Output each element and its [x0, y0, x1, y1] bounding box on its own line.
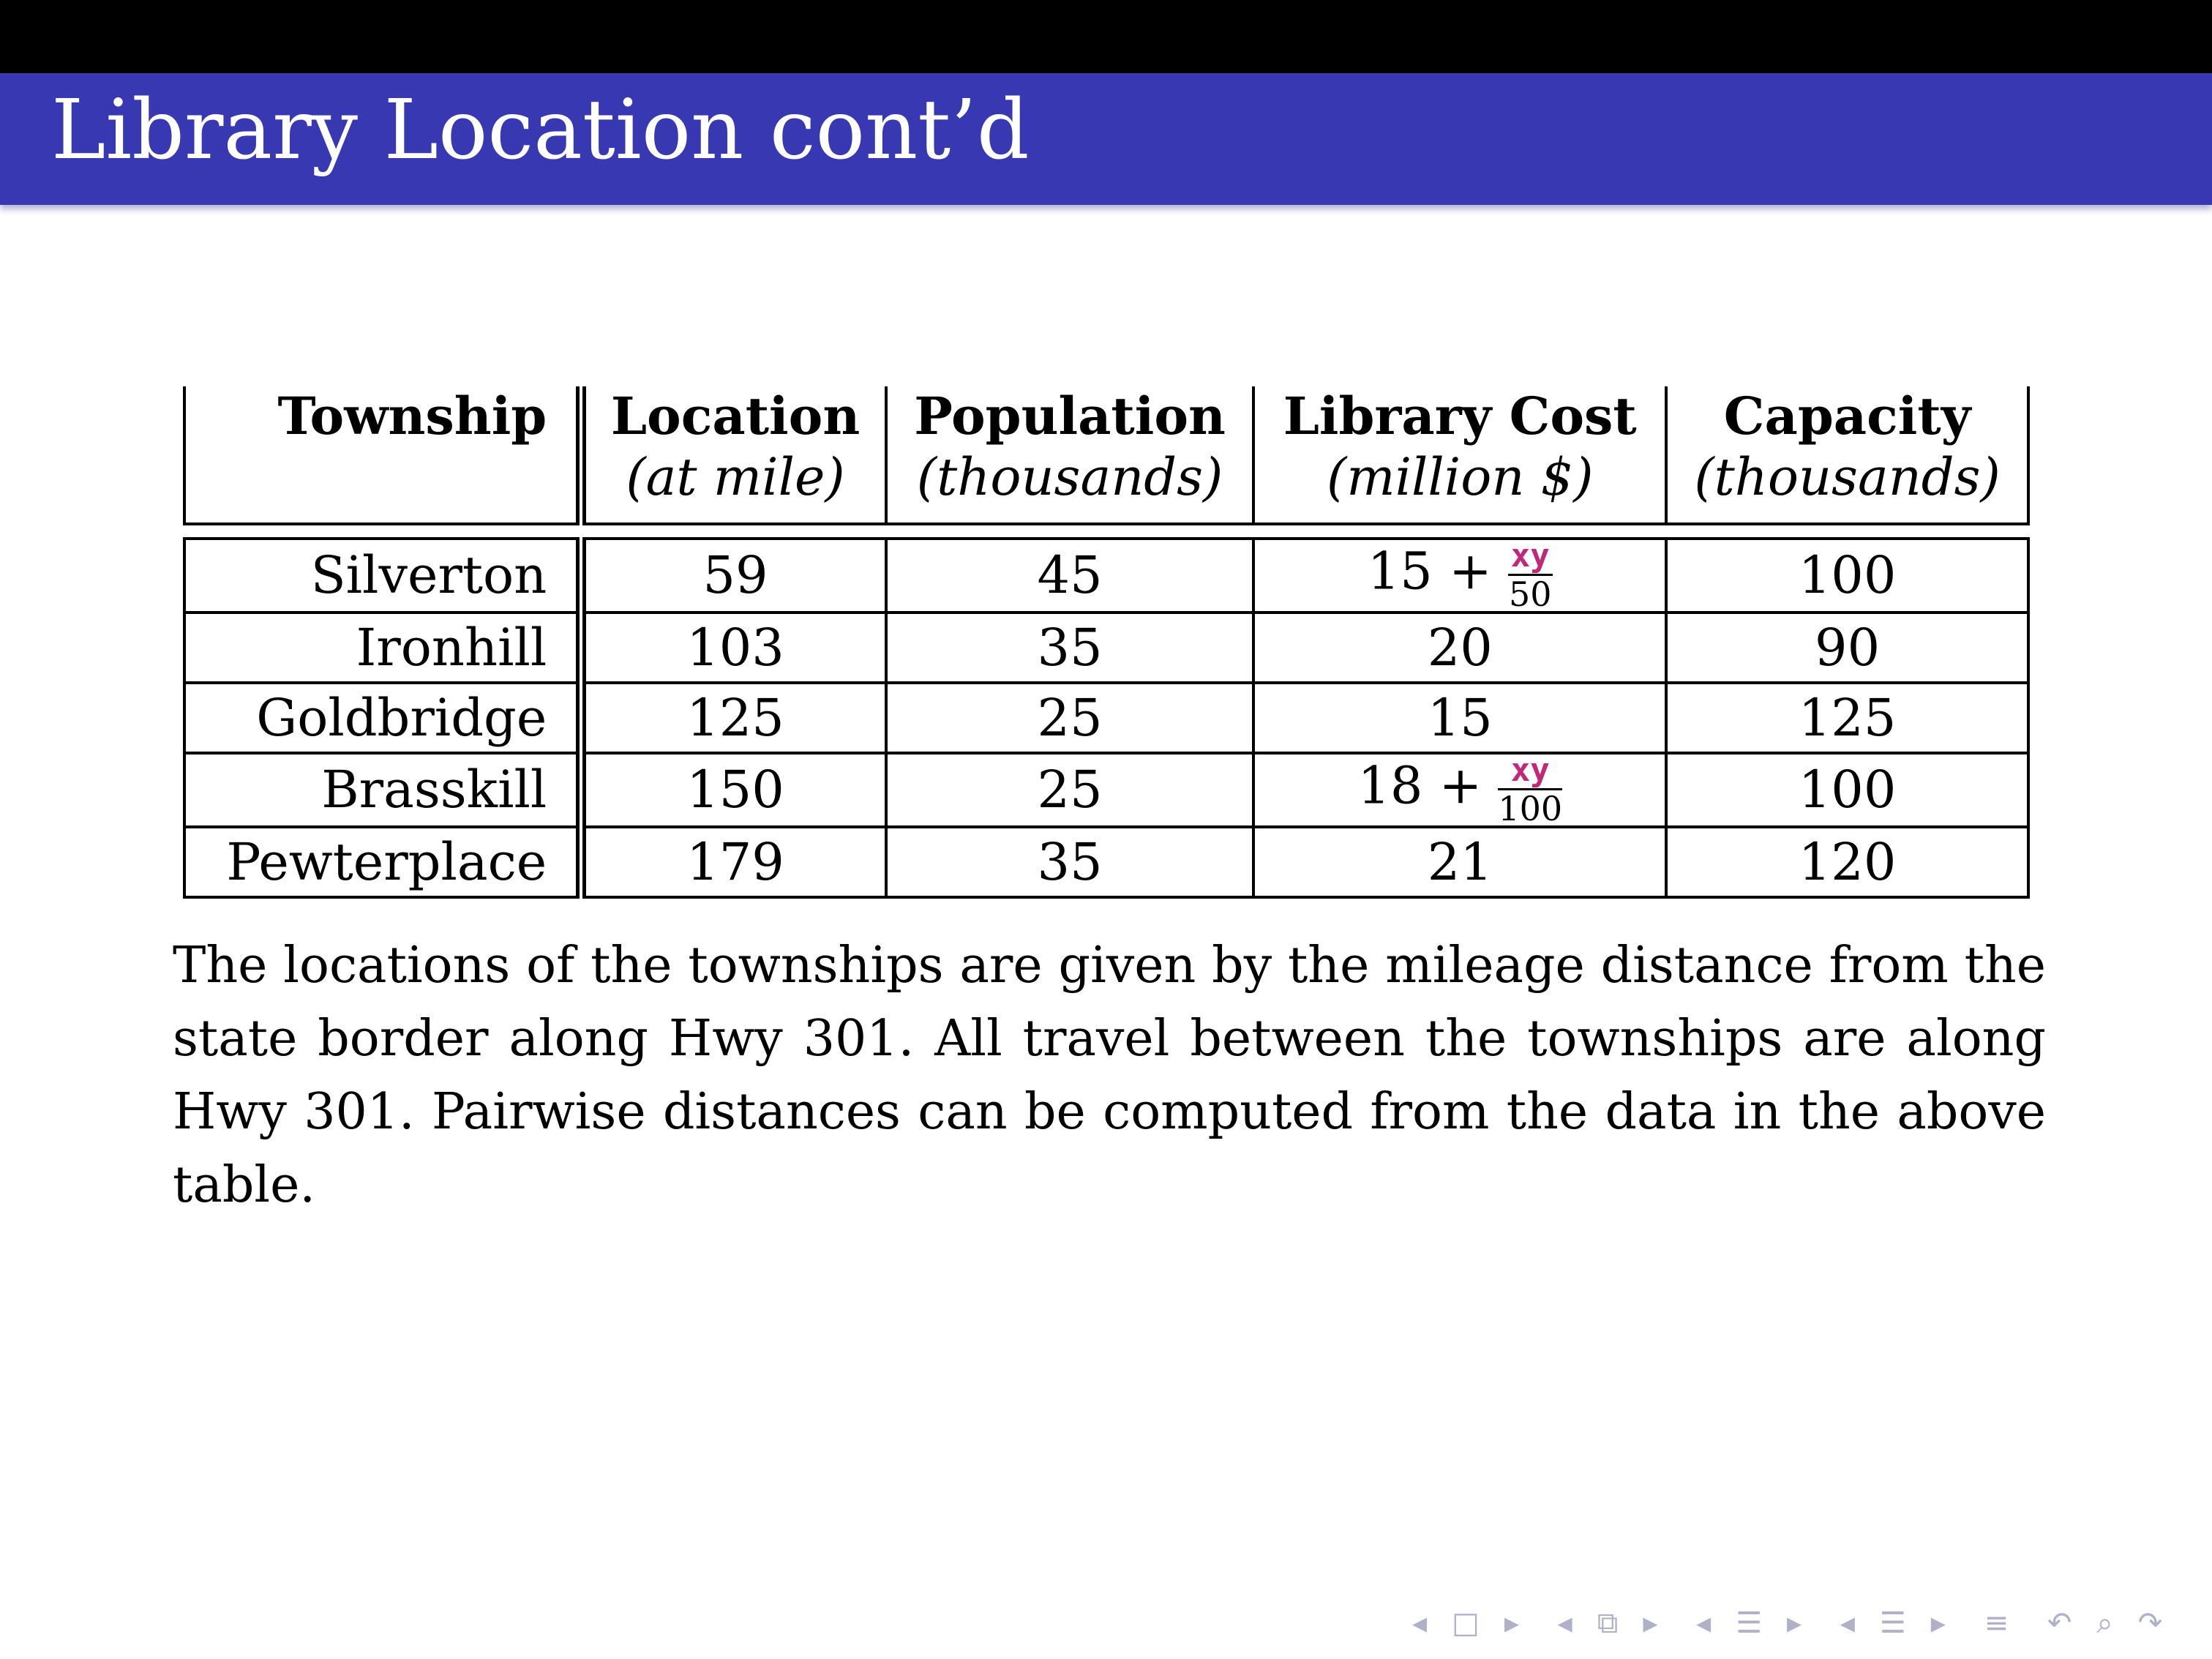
- header-cost-label: Library Cost: [1283, 386, 1637, 446]
- cost-fraction: xy 100: [1498, 754, 1563, 828]
- cost-fraction: xy 50: [1507, 540, 1553, 614]
- header-capacity-unit: (thousands): [1694, 446, 2001, 507]
- table-header-row: Township Location (at mile) Population (…: [182, 386, 2030, 525]
- township-table: Township Location (at mile) Population (…: [182, 386, 2030, 899]
- header-gap: [184, 524, 2028, 539]
- cell-cost: 18 + xy 100: [1252, 752, 1668, 828]
- nav-section-icon[interactable]: ☰: [1736, 1606, 1767, 1640]
- fraction-numerator: xy: [1498, 754, 1563, 790]
- nav-search-icon[interactable]: ⌕: [2096, 1606, 2118, 1640]
- table-row: Silverton 59 45 15 + xy 50 100: [182, 537, 2030, 614]
- nav-next-section-icon[interactable]: ▸: [1787, 1606, 1807, 1640]
- cell-population: 25: [884, 752, 1256, 828]
- slide-title: Library Location cont’d: [51, 83, 1030, 178]
- cell-township: Ironhill: [182, 611, 587, 684]
- nav-next-frame-icon[interactable]: ▸: [1504, 1606, 1523, 1640]
- cell-capacity: 90: [1665, 611, 2030, 684]
- nav-prev-section-icon[interactable]: ◂: [1696, 1606, 1716, 1640]
- nav-forward-icon[interactable]: ↷: [2137, 1606, 2167, 1640]
- header-capacity: Capacity (thousands): [1666, 386, 2030, 525]
- header-cost-unit: (million $): [1326, 446, 1594, 507]
- description-paragraph: The locations of the townships are given…: [173, 937, 2046, 1214]
- header-capacity-label: Capacity: [1723, 386, 1971, 446]
- cell-population: 35: [884, 611, 1256, 684]
- nav-slide-icon[interactable]: ⧉: [1597, 1606, 1623, 1640]
- nav-toc-icon[interactable]: ≡: [1984, 1606, 2014, 1640]
- header-population-label: Population: [914, 386, 1226, 446]
- cell-township: Pewterplace: [182, 825, 587, 899]
- cell-township: Silverton: [182, 537, 587, 614]
- nav-frame-icon[interactable]: □: [1452, 1606, 1484, 1640]
- title-bar: [0, 73, 2212, 205]
- nav-prev-slide-icon[interactable]: ◂: [1557, 1606, 1577, 1640]
- nav-prev-subsection-icon[interactable]: ◂: [1840, 1606, 1859, 1640]
- cell-capacity: 100: [1665, 537, 2030, 614]
- cell-location: 103: [580, 611, 888, 684]
- table-row: Pewterplace 179 35 21 120: [182, 825, 2030, 899]
- fraction-numerator: xy: [1507, 540, 1553, 576]
- cost-base: 18 +: [1357, 755, 1482, 816]
- fraction-denominator: 100: [1498, 789, 1563, 828]
- header-township: Township: [182, 386, 587, 525]
- header-location-label: Location: [610, 386, 861, 446]
- header-population: Population (thousands): [885, 386, 1256, 525]
- nav-prev-frame-icon[interactable]: ◂: [1412, 1606, 1432, 1640]
- table-row: Goldbridge 125 25 15 125: [182, 681, 2030, 754]
- nav-back-icon[interactable]: ↶: [2047, 1606, 2077, 1640]
- beamer-navigation: ◂ □ ▸ ◂ ⧉ ▸ ◂ ☰ ▸ ◂ ☰ ▸ ≡ ↶ ⌕ ↷: [1412, 1606, 2187, 1640]
- fraction-denominator: 50: [1508, 574, 1552, 614]
- header-cost: Library Cost (million $): [1253, 386, 1668, 525]
- cell-capacity: 125: [1665, 681, 2030, 754]
- cell-cost: 15 + xy 50: [1252, 537, 1668, 614]
- cell-cost: 20: [1252, 611, 1668, 684]
- header-location: Location (at mile): [581, 386, 888, 525]
- nav-subsection-icon[interactable]: ☰: [1879, 1606, 1911, 1640]
- cell-capacity: 100: [1665, 752, 2030, 828]
- cell-population: 35: [884, 825, 1256, 899]
- header-location-unit: (at mile): [626, 446, 845, 507]
- cell-location: 125: [580, 681, 888, 754]
- cell-cost: 21: [1252, 825, 1668, 899]
- cell-cost: 15: [1252, 681, 1668, 754]
- cost-base: 15 +: [1367, 541, 1492, 602]
- cell-capacity: 120: [1665, 825, 2030, 899]
- cell-location: 179: [580, 825, 888, 899]
- cell-population: 25: [884, 681, 1256, 754]
- table-row: Ironhill 103 35 20 90: [182, 611, 2030, 684]
- cell-location: 59: [580, 537, 888, 614]
- table-row: Brasskill 150 25 18 + xy 100 100: [182, 752, 2030, 828]
- header-population-unit: (thousands): [916, 446, 1223, 507]
- nav-next-subsection-icon[interactable]: ▸: [1930, 1606, 1950, 1640]
- cell-population: 45: [884, 537, 1256, 614]
- cell-location: 150: [580, 752, 888, 828]
- cell-township: Brasskill: [182, 752, 587, 828]
- header-township-label: Township: [277, 386, 547, 446]
- nav-next-slide-icon[interactable]: ▸: [1643, 1606, 1662, 1640]
- top-black-bar: [0, 0, 2212, 73]
- cell-township: Goldbridge: [182, 681, 587, 754]
